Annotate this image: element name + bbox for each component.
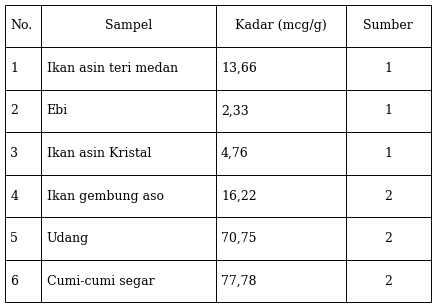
Text: Kadar (mcg/g): Kadar (mcg/g) — [235, 19, 327, 32]
Text: 4,76: 4,76 — [221, 147, 249, 160]
Text: 1: 1 — [384, 104, 392, 118]
Text: 3: 3 — [10, 147, 18, 160]
Text: 16,22: 16,22 — [221, 189, 257, 203]
Text: 2: 2 — [384, 275, 392, 288]
Text: 2: 2 — [10, 104, 18, 118]
Text: Cumi-cumi segar: Cumi-cumi segar — [47, 275, 154, 288]
Text: Ebi: Ebi — [47, 104, 68, 118]
Text: Ikan asin Kristal: Ikan asin Kristal — [47, 147, 151, 160]
Text: 1: 1 — [10, 62, 18, 75]
Text: Udang: Udang — [47, 232, 89, 245]
Text: No.: No. — [10, 19, 33, 32]
Text: 2: 2 — [384, 232, 392, 245]
Text: 4: 4 — [10, 189, 18, 203]
Text: 1: 1 — [384, 62, 392, 75]
Text: 13,66: 13,66 — [221, 62, 257, 75]
Text: Sampel: Sampel — [105, 19, 152, 32]
Text: Ikan asin teri medan: Ikan asin teri medan — [47, 62, 178, 75]
Text: 2: 2 — [384, 189, 392, 203]
Text: Sumber: Sumber — [363, 19, 413, 32]
Text: 70,75: 70,75 — [221, 232, 257, 245]
Text: 77,78: 77,78 — [221, 275, 257, 288]
Text: 2,33: 2,33 — [221, 104, 249, 118]
Text: Ikan gembung aso: Ikan gembung aso — [47, 189, 164, 203]
Text: 1: 1 — [384, 147, 392, 160]
Text: 5: 5 — [10, 232, 18, 245]
Text: 6: 6 — [10, 275, 18, 288]
